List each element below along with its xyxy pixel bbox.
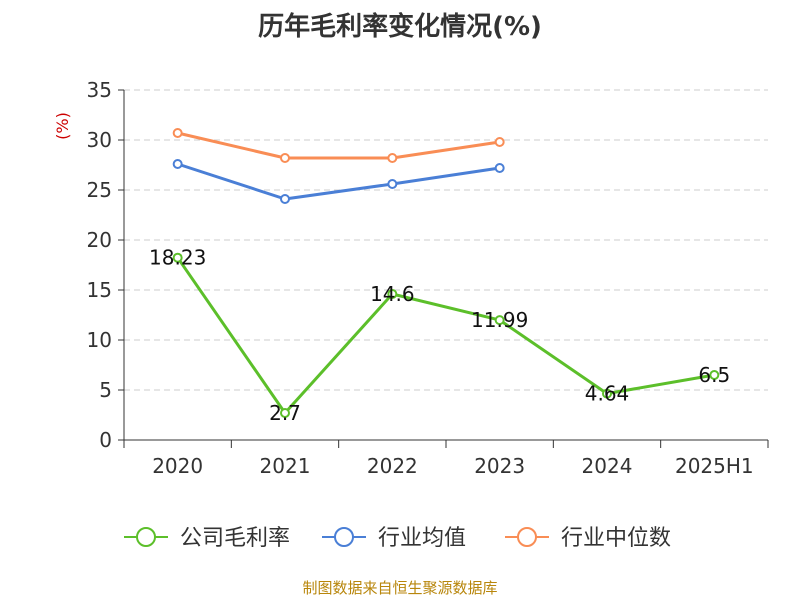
data-point <box>602 388 612 399</box>
data-point <box>494 163 505 173</box>
x-tick-label: 2025H1 <box>675 454 754 478</box>
data-label: 4.64 <box>585 382 630 406</box>
data-label: 2.7 <box>269 401 301 425</box>
data-point <box>387 289 398 299</box>
x-tick-label: 2021 <box>260 454 311 478</box>
y-tick-label: 5 <box>99 378 112 402</box>
data-point <box>172 159 183 169</box>
series-line <box>177 131 500 160</box>
data-point <box>494 137 505 147</box>
x-tick-label: 2022 <box>367 454 418 478</box>
legend-label: 行业中位数 <box>561 526 671 551</box>
data-label: 6.5 <box>698 363 730 387</box>
y-tick-label: 20 <box>87 228 112 252</box>
data-point <box>280 153 290 163</box>
legend-swatch-marker <box>136 527 156 547</box>
x-tick-label: 2020 <box>152 454 203 478</box>
data-label: 18.23 <box>149 246 206 270</box>
y-tick-label: 30 <box>87 128 112 152</box>
legend-label: 行业均值 <box>378 526 466 551</box>
data-point <box>172 128 183 138</box>
y-tick-label: 35 <box>87 78 112 102</box>
data-point <box>172 252 183 263</box>
x-tick-label: 2024 <box>582 454 633 478</box>
legend-swatch-marker <box>334 527 354 547</box>
x-tick-label: 2023 <box>474 454 525 478</box>
series-line <box>176 256 715 415</box>
y-axis-label: (%) <box>53 112 72 140</box>
y-tick-label: 15 <box>87 278 112 302</box>
data-label: 11.99 <box>471 308 528 332</box>
chart-title: 历年毛利率变化情况(%) <box>258 12 542 42</box>
y-tick-label: 10 <box>87 328 112 352</box>
legend-label: 公司毛利率 <box>180 526 290 551</box>
data-point <box>280 408 290 418</box>
data-point <box>494 315 505 326</box>
data-point <box>387 179 398 189</box>
data-point <box>280 194 290 204</box>
data-point <box>709 370 720 380</box>
y-tick-label: 25 <box>87 178 112 202</box>
y-tick-label: 0 <box>99 428 112 452</box>
data-label: 14.6 <box>370 282 415 306</box>
series-line <box>177 162 500 201</box>
data-point <box>387 153 398 163</box>
source-footer: 制图数据来自恒生聚源数据库 <box>302 579 498 597</box>
legend-swatch-marker <box>517 527 537 547</box>
